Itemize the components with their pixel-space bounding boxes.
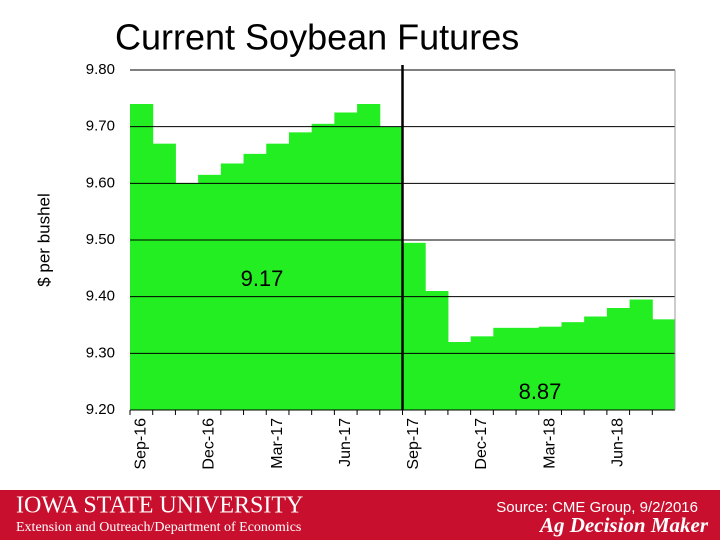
footer-source: Source: CME Group, 9/2/2016 (496, 499, 698, 516)
x-tick-label: Jun-18 (609, 418, 626, 467)
bar (606, 308, 631, 410)
bar (652, 319, 676, 410)
bar (629, 299, 653, 410)
bar (425, 291, 449, 410)
bar (538, 326, 562, 410)
y-tick-label: 9.20 (86, 401, 115, 418)
y-axis-label: $ per bushel (34, 193, 53, 287)
bar (584, 316, 608, 410)
x-tick-label: Sep-16 (133, 418, 150, 470)
footer-university: Iowa State University (16, 493, 303, 519)
bar (243, 153, 267, 410)
x-tick-label: Mar-17 (269, 418, 286, 469)
y-tick-label: 9.80 (86, 61, 115, 78)
bar (152, 143, 176, 410)
x-tick-label: Sep-17 (405, 418, 422, 470)
plot: 9.20 9.30 9.40 9.50 9.60 9.70 9.80 Sep-16 Dec-16… (86, 61, 676, 470)
x-tick-label: Dec-16 (201, 418, 218, 470)
bar (470, 336, 494, 410)
bar (357, 104, 381, 410)
x-tick-label: Mar-18 (541, 418, 558, 469)
annotation: 9.17 (241, 266, 284, 291)
bar (516, 327, 540, 410)
y-tick-label: 9.30 (86, 344, 115, 361)
x-tick-label: Jun-17 (337, 418, 354, 467)
y-tick-label: 9.70 (86, 118, 115, 135)
y-tick-label: 9.50 (86, 231, 115, 248)
bar (402, 242, 426, 410)
bar (220, 163, 245, 410)
bar (379, 126, 403, 411)
footer-band (0, 490, 720, 540)
bar (334, 112, 358, 410)
bar (288, 132, 313, 411)
chart-title: Current Soybean Futures (115, 17, 519, 58)
bar (311, 123, 335, 410)
bar (561, 322, 585, 410)
bar (130, 104, 154, 410)
footer-department: Extension and Outreach/Department of Eco… (16, 520, 301, 535)
bar (198, 174, 222, 410)
annotation: 8.87 (519, 379, 562, 404)
footer-brand: Ag Decision Maker (538, 513, 709, 537)
bar (266, 143, 290, 410)
bar (447, 342, 472, 410)
y-tick-label: 9.40 (86, 288, 115, 305)
x-tick-label: Dec-17 (473, 418, 490, 470)
y-tick-label: 9.60 (86, 174, 115, 191)
bar (493, 327, 517, 410)
